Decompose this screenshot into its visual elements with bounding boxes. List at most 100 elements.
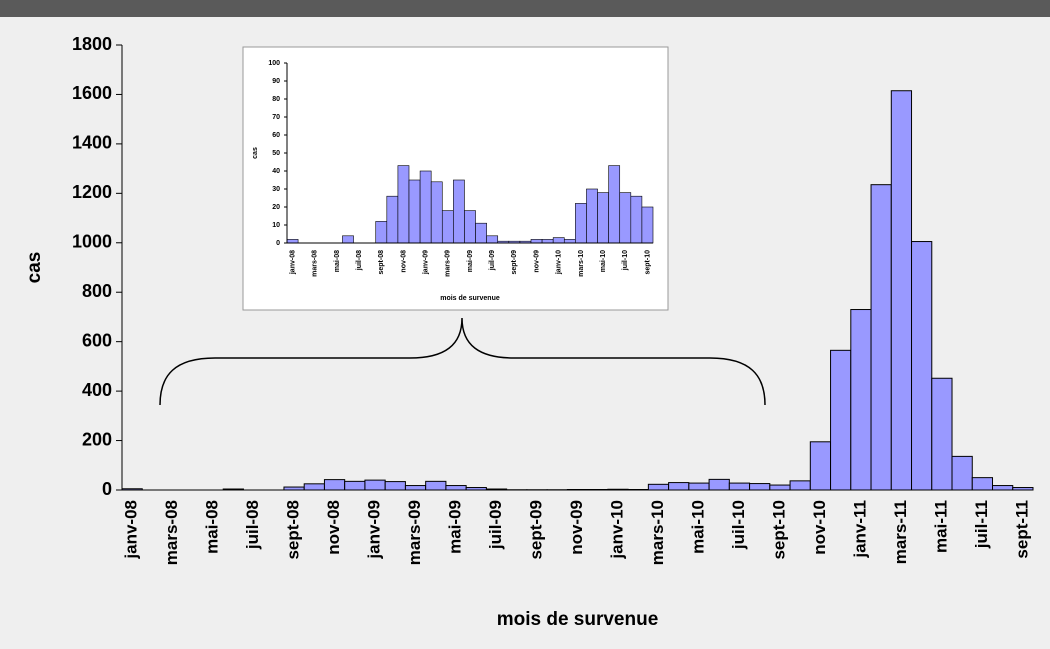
x-tick-label: juil-08 — [243, 500, 262, 550]
y-tick-label: 800 — [82, 281, 112, 301]
x-tick-label: mai-09 — [446, 500, 465, 554]
bar — [728, 482, 751, 491]
brace — [159, 317, 766, 406]
bar — [397, 165, 410, 244]
bar — [386, 195, 399, 244]
x-tick-label: juil-10 — [729, 500, 748, 550]
y-tick-label: 0 — [276, 240, 280, 247]
bar — [530, 239, 543, 244]
x-tick-label: mai-09 — [467, 250, 474, 272]
x-tick-label: janv-08 — [122, 500, 141, 560]
x-tick-label: nov-08 — [400, 250, 407, 273]
x-tick-label: nov-08 — [324, 500, 343, 555]
bar — [425, 480, 447, 491]
x-tick-label: sept-10 — [769, 500, 788, 560]
bar — [464, 210, 476, 244]
bar — [850, 309, 872, 491]
x-tick-label: mars-08 — [312, 250, 319, 277]
x-axis-title: mois de survenue — [497, 609, 659, 630]
bar — [597, 192, 609, 244]
x-tick-label: nov-09 — [567, 500, 586, 555]
y-tick-label: 1000 — [72, 232, 112, 252]
bar — [342, 235, 354, 244]
y-tick-label: 90 — [272, 78, 280, 85]
bar — [749, 483, 771, 491]
x-tick-label: janv-08 — [289, 250, 296, 275]
x-tick-label: sept-10 — [644, 250, 651, 275]
x-tick-label: mai-11 — [931, 500, 950, 553]
bar — [708, 478, 730, 491]
y-tick-label: 40 — [272, 168, 280, 175]
inset-frame — [242, 46, 669, 311]
bar — [453, 179, 465, 244]
x-tick-label: sept-09 — [526, 500, 545, 560]
bar — [630, 195, 643, 244]
bar — [608, 165, 621, 244]
x-tick-label: janv-10 — [556, 250, 563, 275]
x-tick-label: sept-08 — [284, 500, 303, 560]
y-axis-title: cas — [252, 147, 259, 159]
x-tick-label: juil-09 — [489, 250, 496, 271]
bar — [870, 184, 892, 491]
x-tick-label: mars-09 — [445, 250, 452, 277]
x-tick-label: mars-11 — [891, 500, 910, 564]
bar — [668, 482, 690, 491]
x-tick-label: mars-08 — [162, 500, 181, 565]
bar — [486, 235, 499, 244]
bar — [552, 237, 565, 244]
x-tick-label: mars-09 — [405, 500, 424, 565]
x-tick-label: nov-09 — [533, 250, 540, 273]
x-axis-title: mois de survenue — [440, 295, 500, 302]
x-tick-label: janv-10 — [607, 500, 626, 560]
bar — [303, 483, 325, 491]
y-tick-label: 0 — [102, 479, 112, 499]
bar — [384, 481, 406, 491]
bar — [475, 222, 487, 244]
bar — [408, 179, 421, 244]
bar — [688, 482, 710, 491]
y-tick-label: 1200 — [72, 182, 112, 202]
y-tick-label: 30 — [272, 186, 280, 193]
x-tick-label: juil-08 — [356, 250, 363, 271]
bar — [911, 241, 933, 491]
y-tick-label: 100 — [268, 60, 280, 67]
bar — [344, 480, 366, 491]
bar — [830, 349, 852, 491]
bar — [789, 480, 811, 491]
bar — [931, 377, 953, 491]
x-tick-label: nov-10 — [810, 500, 829, 555]
y-tick-label: 600 — [82, 330, 112, 350]
bar — [575, 203, 587, 244]
bar — [586, 188, 598, 244]
bar — [445, 485, 467, 491]
x-tick-label: mai-10 — [688, 500, 707, 554]
x-tick-label: mars-10 — [578, 250, 585, 277]
x-tick-label: mai-08 — [334, 250, 341, 272]
bar — [541, 239, 554, 244]
y-tick-label: 1400 — [72, 133, 112, 153]
bar — [323, 479, 346, 491]
bar — [563, 239, 576, 244]
bar — [286, 239, 299, 244]
x-tick-label: mars-10 — [648, 500, 667, 565]
x-tick-label: janv-11 — [850, 500, 869, 559]
bar — [890, 90, 913, 491]
bar — [375, 221, 388, 244]
top-bar — [0, 0, 1050, 17]
bar — [647, 483, 670, 491]
y-tick-label: 1800 — [72, 34, 112, 54]
bar — [809, 441, 832, 491]
y-tick-label: 70 — [272, 114, 280, 121]
bar — [769, 484, 791, 491]
x-tick-label: juil-09 — [486, 500, 505, 550]
bar — [992, 485, 1014, 491]
bar — [430, 181, 443, 244]
bar — [641, 206, 654, 244]
bar — [971, 477, 994, 491]
y-tick-label: 1600 — [72, 83, 112, 103]
x-tick-label: sept-11 — [1012, 500, 1031, 559]
bar — [404, 485, 427, 491]
bar — [441, 210, 454, 244]
x-tick-label: juil-10 — [622, 250, 629, 271]
